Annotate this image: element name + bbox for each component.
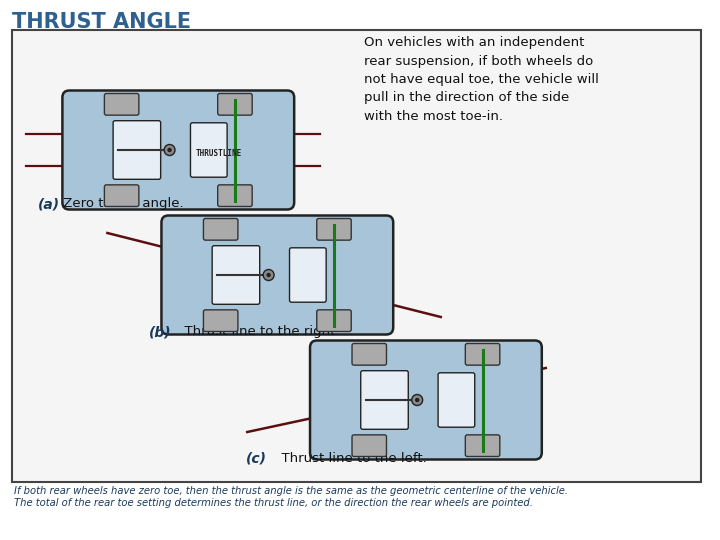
FancyBboxPatch shape: [12, 30, 701, 482]
Text: (a): (a): [37, 197, 60, 211]
FancyBboxPatch shape: [352, 435, 387, 456]
FancyBboxPatch shape: [289, 248, 326, 302]
FancyBboxPatch shape: [104, 93, 139, 115]
FancyBboxPatch shape: [310, 341, 541, 460]
FancyBboxPatch shape: [465, 343, 500, 365]
FancyBboxPatch shape: [317, 310, 351, 332]
FancyBboxPatch shape: [438, 373, 474, 427]
FancyBboxPatch shape: [161, 215, 393, 334]
Text: Zero thrust angle.: Zero thrust angle.: [60, 197, 184, 210]
Circle shape: [264, 269, 274, 280]
FancyBboxPatch shape: [113, 121, 161, 179]
Text: Thrust line to the left.: Thrust line to the left.: [274, 452, 427, 465]
Text: Thrust line to the right.: Thrust line to the right.: [176, 325, 340, 338]
FancyBboxPatch shape: [217, 93, 252, 115]
Text: If both rear wheels have zero toe, then the thrust angle is the same as the geom: If both rear wheels have zero toe, then …: [14, 486, 568, 496]
FancyBboxPatch shape: [104, 185, 139, 206]
Text: The total of the rear toe setting determines the thrust line, or the direction t: The total of the rear toe setting determ…: [14, 498, 533, 508]
Text: (c): (c): [246, 452, 266, 466]
FancyBboxPatch shape: [317, 219, 351, 240]
Text: (b): (b): [148, 325, 171, 339]
FancyBboxPatch shape: [63, 91, 294, 210]
FancyBboxPatch shape: [217, 185, 252, 206]
Circle shape: [415, 399, 418, 402]
FancyBboxPatch shape: [191, 123, 227, 177]
Text: THRUST ANGLE: THRUST ANGLE: [12, 12, 191, 32]
FancyBboxPatch shape: [212, 246, 260, 305]
FancyBboxPatch shape: [465, 435, 500, 456]
FancyBboxPatch shape: [204, 310, 238, 332]
FancyBboxPatch shape: [352, 343, 387, 365]
Circle shape: [267, 273, 270, 276]
Circle shape: [412, 395, 423, 406]
Circle shape: [168, 148, 171, 152]
Circle shape: [164, 145, 175, 156]
FancyBboxPatch shape: [204, 219, 238, 240]
Text: THRUSTLINE: THRUSTLINE: [196, 150, 243, 159]
FancyBboxPatch shape: [361, 370, 408, 429]
Text: On vehicles with an independent
rear suspension, if both wheels do
not have equa: On vehicles with an independent rear sus…: [364, 36, 599, 123]
